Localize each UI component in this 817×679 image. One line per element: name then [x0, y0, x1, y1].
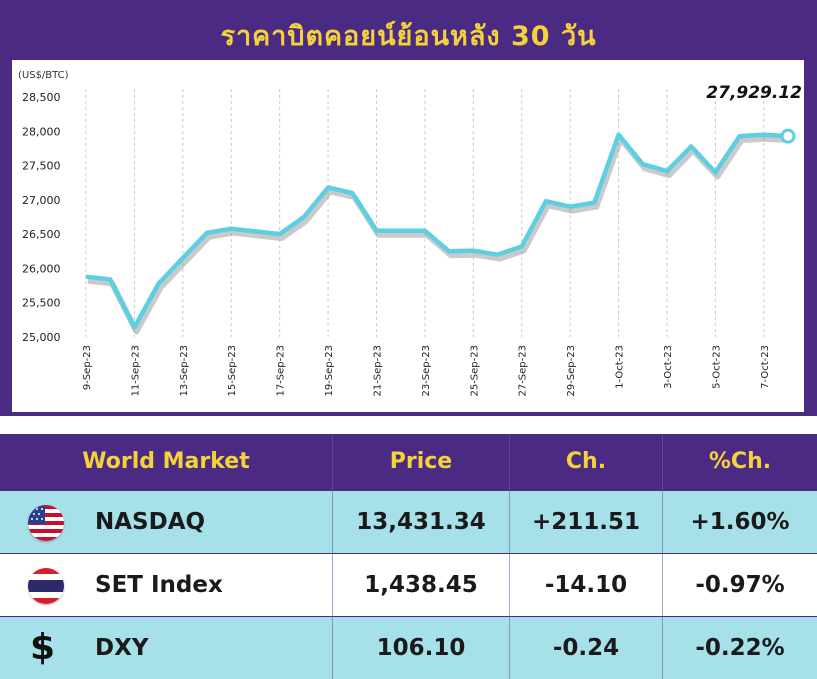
data-point: [617, 133, 620, 136]
dollar-icon: $: [30, 627, 56, 668]
data-point: [133, 326, 136, 329]
data-point: [714, 171, 717, 174]
data-point: [109, 278, 112, 281]
last-value-label: 27,929.12: [706, 83, 802, 103]
data-point: [230, 227, 233, 230]
x-tick-label: 13-Sep-23: [179, 345, 190, 397]
data-point: [666, 170, 668, 172]
thai-flag-icon: [28, 568, 64, 604]
data-point: [569, 205, 571, 208]
world-market-table: World Market Price Ch. %Ch. NASDAQ: [0, 434, 817, 679]
y-tick-label: 26,500: [22, 228, 61, 241]
market-name: NASDAQ: [95, 509, 206, 535]
market-change: +211.51: [531, 509, 641, 535]
series-line: [85, 132, 789, 330]
data-point: [738, 135, 741, 137]
x-tick-label: 7-Oct-23: [760, 345, 771, 389]
table-row: NASDAQ 13,431.34 +211.51 +1.60%: [0, 491, 817, 553]
y-tick-label: 28,500: [22, 91, 61, 104]
y-tick-label: 27,000: [22, 194, 61, 207]
y-axis-unit-label: (US$/BTC): [18, 70, 69, 81]
data-point: [545, 200, 547, 203]
y-tick-label: 27,500: [22, 160, 61, 173]
market-change: -14.10: [544, 572, 628, 598]
market-price: 13,431.34: [356, 509, 486, 535]
series-line-shadow: [87, 135, 791, 335]
market-pct-change: -0.22%: [695, 635, 785, 661]
header-pct-change: %Ch.: [663, 434, 817, 490]
data-point: [182, 257, 184, 259]
x-tick-label: 5-Oct-23: [711, 345, 722, 389]
x-tick-label: 29-Sep-23: [566, 345, 577, 397]
data-point: [448, 250, 450, 253]
header-price: Price: [333, 434, 509, 490]
y-tick-label: 28,000: [22, 125, 61, 138]
data-point: [593, 201, 596, 204]
x-tick-label: 23-Sep-23: [421, 345, 432, 397]
market-price: 106.10: [376, 635, 466, 661]
data-point: [496, 253, 499, 256]
column-divider: [332, 434, 333, 679]
x-tick-label: 27-Sep-23: [518, 345, 529, 397]
data-point: [520, 245, 523, 248]
data-point: [303, 216, 305, 218]
market-pct-change: -0.97%: [695, 572, 785, 598]
column-divider: [662, 434, 663, 679]
x-tick-label: 9-Sep-23: [82, 345, 93, 390]
x-tick-label: 15-Sep-23: [227, 345, 238, 397]
market-name: DXY: [95, 635, 149, 661]
x-tick-label: 3-Oct-23: [663, 345, 674, 389]
x-tick-label: 25-Sep-23: [469, 345, 480, 397]
market-pct-change: +1.60%: [690, 509, 790, 535]
data-point: [641, 163, 644, 165]
x-tick-label: 11-Sep-23: [130, 345, 141, 397]
x-tick-label: 19-Sep-23: [324, 345, 335, 397]
data-point: [157, 282, 160, 285]
data-point: [472, 249, 475, 252]
y-tick-label: 25,000: [22, 331, 61, 344]
data-point: [762, 133, 765, 136]
market-change: -0.24: [552, 635, 620, 661]
chart-panel: (US$/BTC) 28,500 28,000 27,500 27,000 26,500 2…: [12, 60, 804, 412]
x-tick-label: 21-Sep-23: [372, 345, 383, 397]
data-point: [690, 145, 692, 148]
column-divider: [509, 434, 510, 679]
data-point: [206, 231, 208, 234]
last-point-marker: [780, 128, 796, 144]
data-point: [327, 186, 329, 189]
market-name: SET Index: [95, 572, 223, 598]
table-row: $ DXY 106.10 -0.24 -0.22%: [0, 617, 817, 679]
market-price: 1,438.45: [364, 572, 478, 598]
data-point: [351, 192, 354, 194]
data-point: [254, 230, 257, 233]
data-point: [424, 229, 426, 232]
header-world-market: World Market: [0, 434, 332, 490]
y-tick-label: 26,000: [22, 262, 61, 275]
us-flag-icon: [28, 505, 64, 541]
x-tick-label: 17-Sep-23: [276, 345, 287, 397]
x-tick-label: 1-Oct-23: [615, 345, 626, 389]
y-tick-label: 25,500: [22, 297, 61, 310]
header-change: Ch.: [510, 434, 662, 490]
price-line-chart: (US$/BTC) 28,500 28,000 27,500 27,000 26,500 2…: [18, 70, 802, 397]
table-row: SET Index 1,438.45 -14.10 -0.97%: [0, 554, 817, 616]
divider: [0, 416, 817, 434]
page-title: ราคาบิตคอยน์ย้อนหลัง 30 วัน: [220, 21, 597, 52]
data-point: [375, 229, 378, 232]
data-point: [85, 275, 87, 278]
data-point: [278, 233, 281, 235]
data-point: [399, 229, 402, 232]
